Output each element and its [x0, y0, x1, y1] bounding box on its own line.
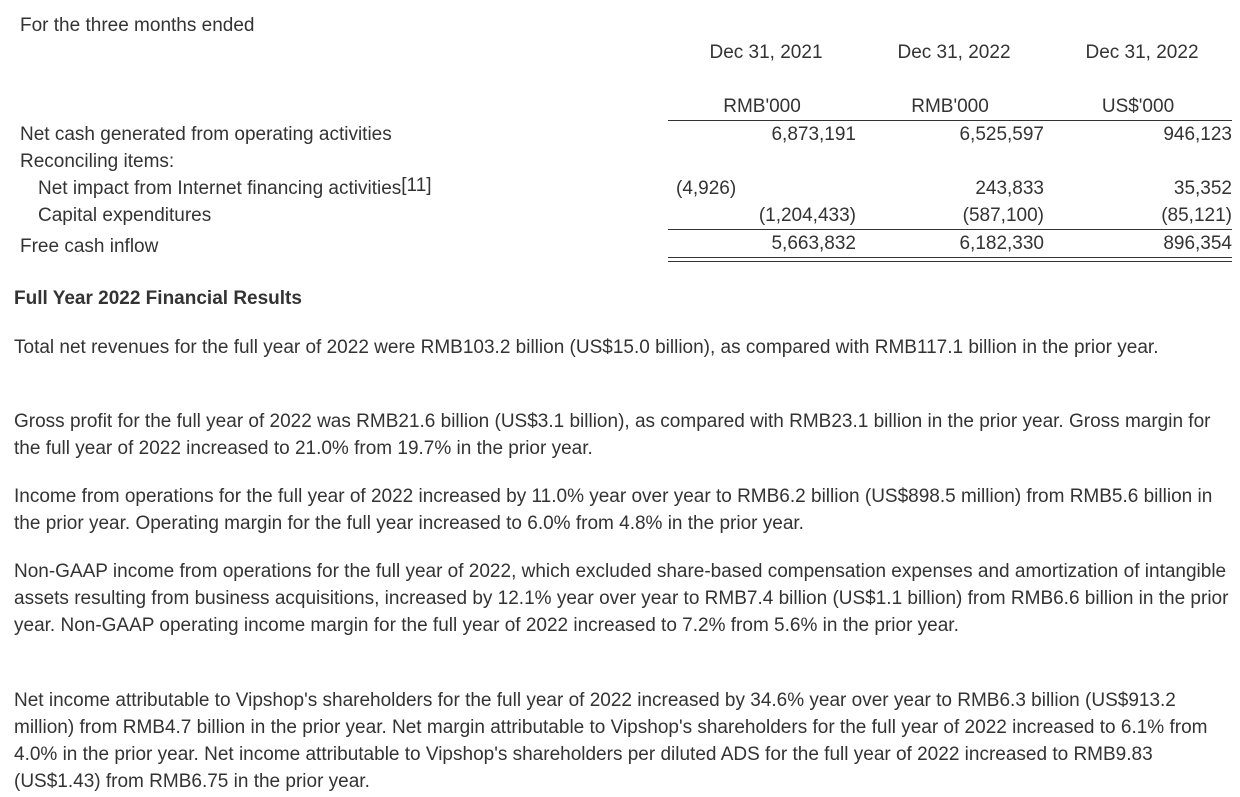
- total-double-underline-top: [668, 257, 1232, 258]
- cell-operating-2021: 6,873,191: [771, 124, 856, 145]
- cell-operating-2022-usd: 946,123: [1163, 124, 1232, 145]
- cell-capex-2022-rmb: (587,100): [962, 205, 1044, 226]
- paragraph-net-income: Net income attributable to Vipshop's sha…: [14, 690, 1208, 792]
- header-underline: [668, 120, 1232, 121]
- footnote-ref[interactable]: [11]: [401, 175, 432, 196]
- row-label-internet: Net impact from Internet financing activ…: [38, 175, 432, 200]
- section-heading: Full Year 2022 Financial Results: [14, 288, 302, 309]
- cell-capex-2021: (1,204,433): [758, 205, 856, 226]
- paragraph-revenues: Total net revenues for the full year of …: [14, 337, 1159, 358]
- column-date-1: Dec 31, 2021: [709, 42, 823, 63]
- column-date-3: Dec 31, 2022: [1085, 42, 1199, 63]
- row-label-operating: Net cash generated from operating activi…: [20, 124, 392, 145]
- row-label-free-cash: Free cash inflow: [20, 236, 159, 257]
- cell-free-cash-2021: 5,663,832: [771, 233, 856, 254]
- paragraph-income-operations: Income from operations for the full year…: [14, 486, 1213, 534]
- cell-operating-2022-rmb: 6,525,597: [959, 124, 1044, 145]
- total-double-underline-bottom: [668, 261, 1232, 262]
- cell-free-cash-2022-rmb: 6,182,330: [959, 233, 1044, 254]
- column-unit-3: US$'000: [1101, 96, 1175, 117]
- row-label-capex: Capital expenditures: [38, 205, 212, 226]
- subtotal-underline: [668, 229, 1232, 230]
- paragraph-non-gaap: Non-GAAP income from operations for the …: [14, 561, 1229, 636]
- period-label: For the three months ended: [20, 15, 255, 36]
- cell-internet-2021: (4,926): [676, 178, 737, 199]
- paragraph-gross-profit: Gross profit for the full year of 2022 w…: [14, 411, 1211, 459]
- row-label-internet-text: Net impact from Internet financing activ…: [38, 178, 402, 199]
- column-unit-2: RMB'000: [911, 96, 989, 117]
- cell-internet-2022-rmb: 243,833: [975, 178, 1044, 199]
- column-date-2: Dec 31, 2022: [897, 42, 1011, 63]
- cell-internet-2022-usd: 35,352: [1173, 178, 1232, 199]
- row-label-reconciling: Reconciling items:: [20, 151, 175, 172]
- cell-free-cash-2022-usd: 896,354: [1163, 233, 1232, 254]
- column-unit-1: RMB'000: [723, 96, 801, 117]
- cell-capex-2022-usd: (85,121): [1161, 205, 1232, 226]
